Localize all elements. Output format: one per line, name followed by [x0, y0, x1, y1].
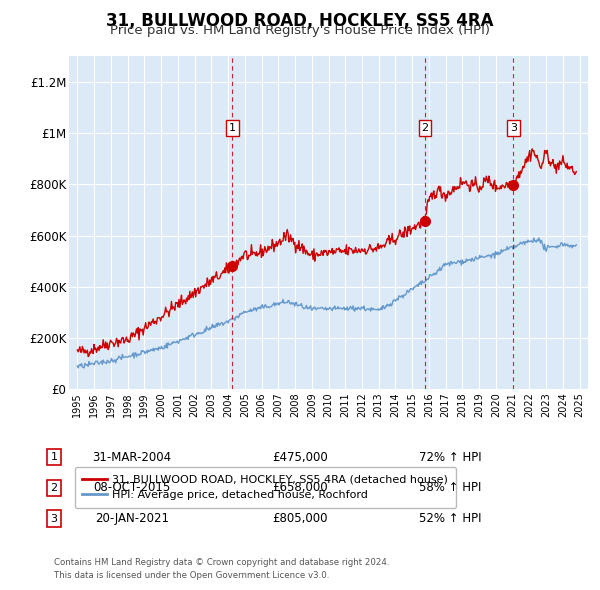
Text: 3: 3: [510, 123, 517, 133]
Text: Price paid vs. HM Land Registry's House Price Index (HPI): Price paid vs. HM Land Registry's House …: [110, 24, 490, 37]
Text: 1: 1: [229, 123, 236, 133]
Text: £805,000: £805,000: [272, 512, 328, 525]
Text: 2: 2: [422, 123, 428, 133]
Text: 58% ↑ HPI: 58% ↑ HPI: [419, 481, 481, 494]
Text: 2: 2: [50, 483, 58, 493]
Text: £658,000: £658,000: [272, 481, 328, 494]
Text: £475,000: £475,000: [272, 451, 328, 464]
Text: 72% ↑ HPI: 72% ↑ HPI: [419, 451, 481, 464]
Text: 31, BULLWOOD ROAD, HOCKLEY, SS5 4RA: 31, BULLWOOD ROAD, HOCKLEY, SS5 4RA: [106, 12, 494, 30]
Text: 20-JAN-2021: 20-JAN-2021: [95, 512, 169, 525]
Text: 1: 1: [50, 453, 58, 462]
Text: 3: 3: [50, 514, 58, 523]
Text: 08-OCT-2015: 08-OCT-2015: [94, 481, 170, 494]
Text: 31-MAR-2004: 31-MAR-2004: [92, 451, 172, 464]
Text: 52% ↑ HPI: 52% ↑ HPI: [419, 512, 481, 525]
Text: Contains HM Land Registry data © Crown copyright and database right 2024.
This d: Contains HM Land Registry data © Crown c…: [54, 559, 389, 580]
Legend: 31, BULLWOOD ROAD, HOCKLEY, SS5 4RA (detached house), HPI: Average price, detach: 31, BULLWOOD ROAD, HOCKLEY, SS5 4RA (det…: [74, 467, 456, 508]
